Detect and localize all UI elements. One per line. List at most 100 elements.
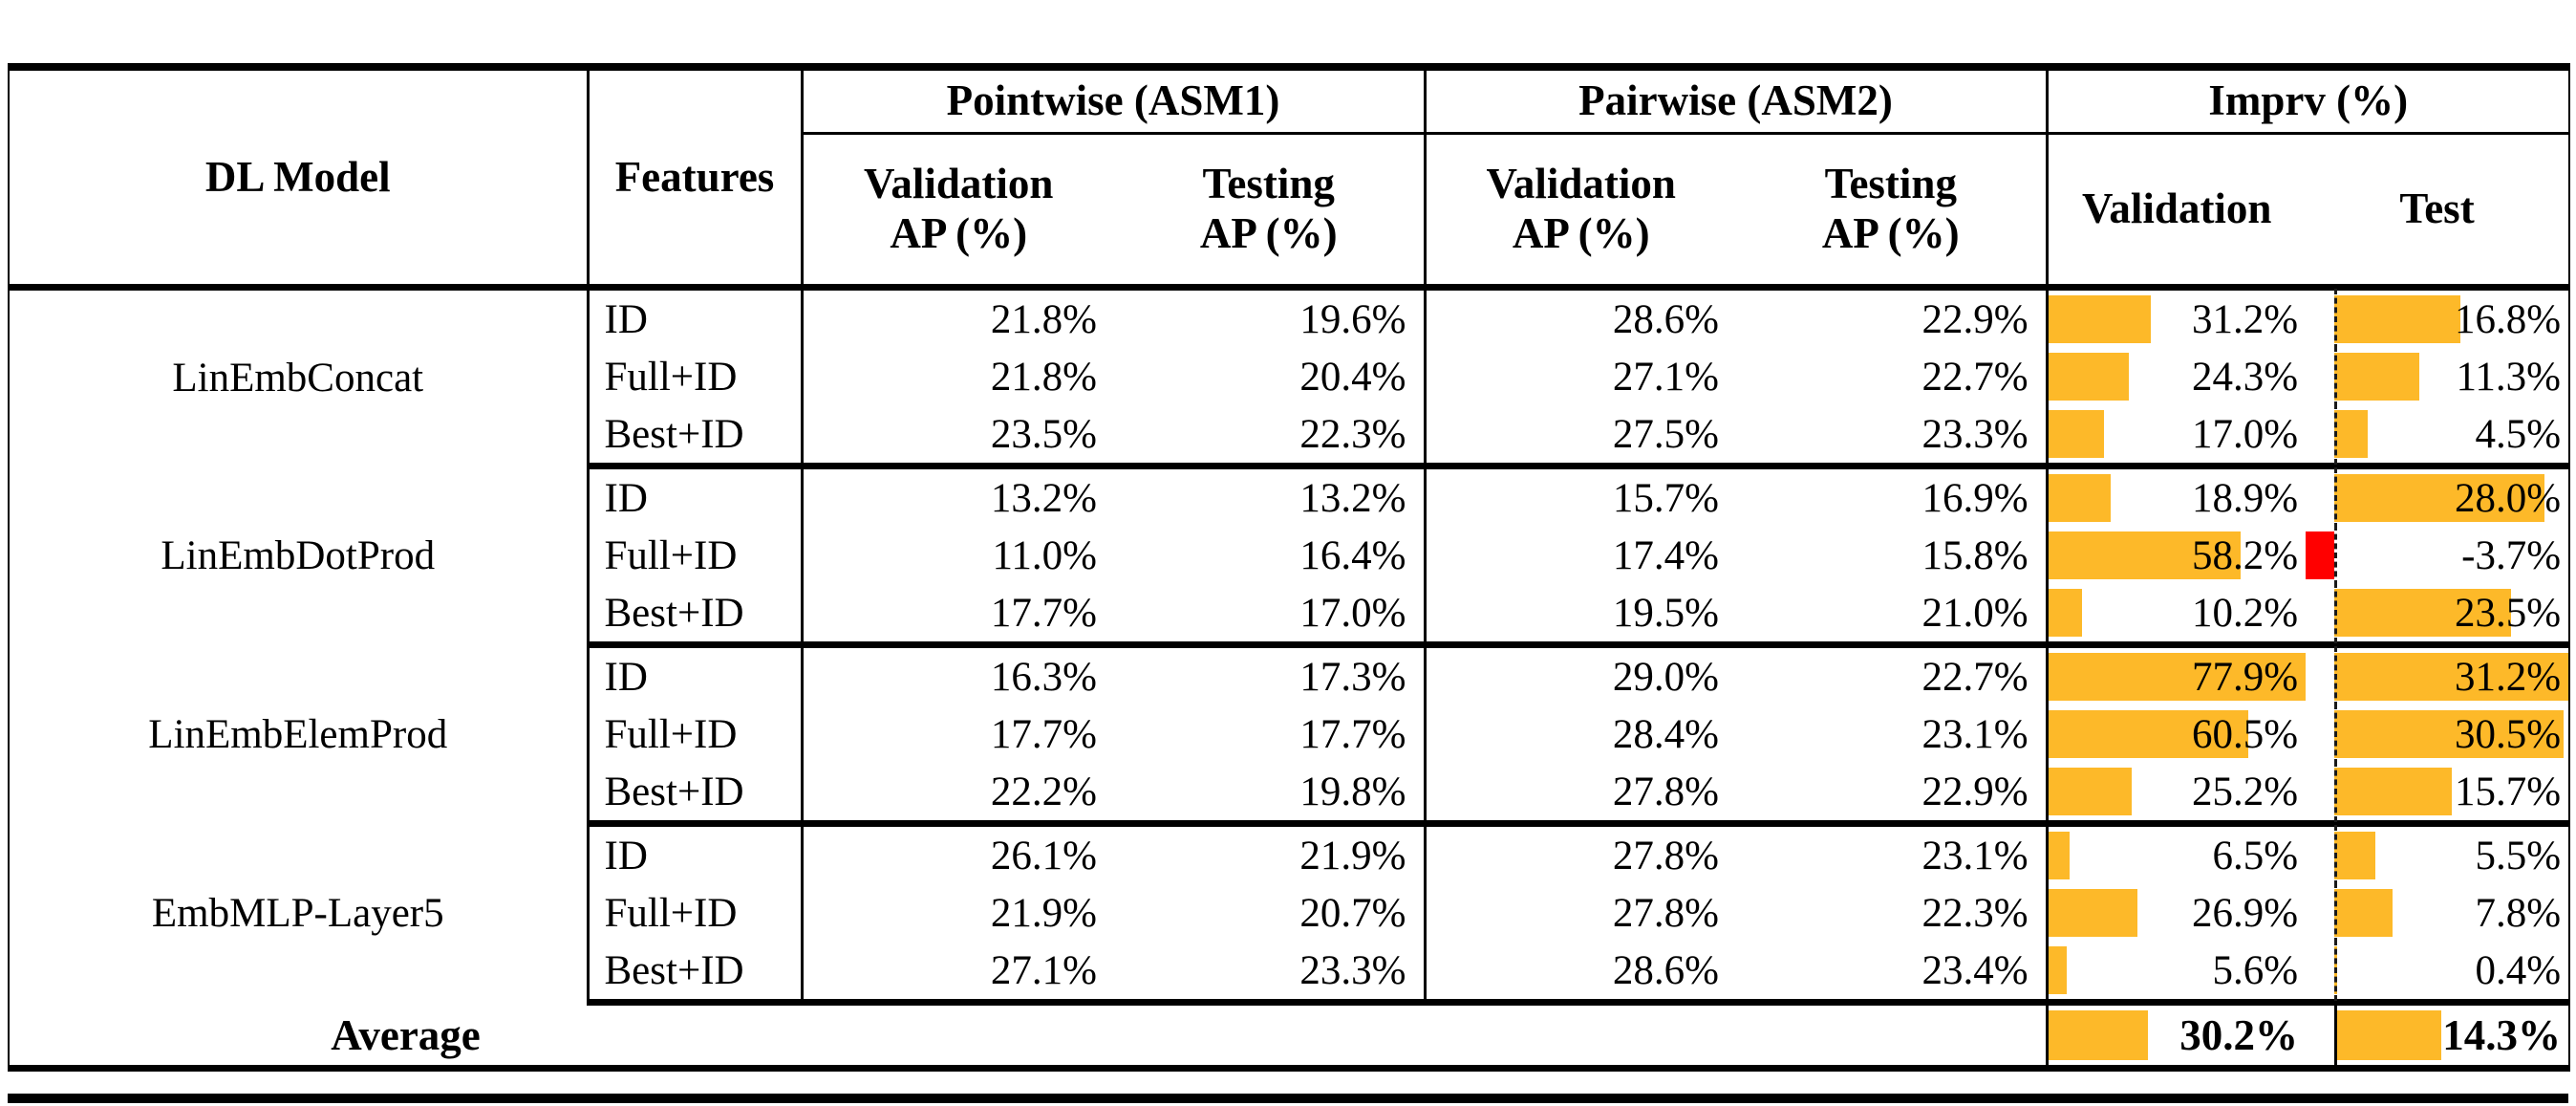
features-cell: ID <box>588 644 804 705</box>
pairwise-validation-cell: 29.0% <box>1612 654 1719 700</box>
average-imprv-test-cell: 14.3% <box>2306 1002 2570 1072</box>
table-row: Full+ID 11.0% 16.4% 17.4% 15.8% 58.2% -3… <box>9 525 2569 586</box>
pointwise-validation-cell: 17.7% <box>802 584 1114 648</box>
pointwise-validation-cell: 26.1% <box>990 833 1097 878</box>
features-cell: ID <box>588 466 804 527</box>
pointwise-testing-cell: 22.3% <box>1114 405 1427 469</box>
imprv-test-bar <box>2333 710 2564 758</box>
bottom-rule <box>8 1094 2568 1103</box>
imprv-test-bar <box>2333 410 2369 458</box>
col-header-dl-model: DL Model <box>9 67 590 288</box>
imprv-test-cell: 28.0% <box>2306 466 2569 529</box>
imprv-test-bar <box>2333 832 2376 879</box>
imprv-test-bar <box>2333 589 2511 637</box>
pairwise-testing-cell: 22.7% <box>1736 644 2049 705</box>
pointwise-validation-cell: 21.8% <box>990 296 1097 342</box>
table-row: Best+ID 23.5% 22.3% 27.5% 23.3% 17.0% 4.… <box>9 403 2570 469</box>
pairwise-validation-cell: 27.8% <box>1612 833 1719 878</box>
imprv-validation-cell: 25.2% <box>2047 763 2307 827</box>
pointwise-validation-cell: 17.7% <box>990 711 1097 757</box>
features-cell: ID <box>588 287 804 348</box>
table-row: Best+ID 17.7% 17.0% 19.5% 21.0% 10.2% 23… <box>9 582 2570 648</box>
table-row: Best+ID 22.2% 19.8% 27.8% 22.9% 25.2% 15… <box>9 761 2570 827</box>
pairwise-validation-cell: 27.8% <box>1425 763 1736 827</box>
pointwise-testing-cell: 23.3% <box>1114 942 1427 1006</box>
imprv-test-axis-line <box>2334 346 2338 407</box>
features-cell: Best+ID <box>588 405 804 469</box>
pointwise-validation-cell: 13.2% <box>990 475 1097 521</box>
pairwise-testing-cell: 22.7% <box>1736 348 2049 405</box>
imprv-test-axis-line <box>2334 289 2338 350</box>
group-header-imprv: Imprv (%) <box>2047 67 2570 135</box>
pointwise-validation-cell: 27.1% <box>802 942 1114 1006</box>
table-body: LinEmbConcat ID 21.8% 19.6% 28.6% 22.9% … <box>9 287 2570 1072</box>
imprv-test-bar <box>2333 353 2419 401</box>
col-header-pairwise-validation: Validation AP (%) <box>1486 160 1676 257</box>
pairwise-testing-cell: 23.1% <box>1736 705 2049 763</box>
imprv-test-cell: -3.7% <box>2306 525 2569 586</box>
imprv-test-axis-line <box>2334 467 2338 529</box>
table-row: Full+ID 21.8% 20.4% 27.1% 22.7% 24.3% 11… <box>9 346 2569 407</box>
pairwise-testing-cell: 22.9% <box>1736 763 2049 827</box>
col-header-pairwise-testing: Testing AP (%) <box>1736 133 2049 288</box>
pairwise-testing-cell: 21.0% <box>1736 584 2049 648</box>
imprv-test-axis-line <box>2334 582 2338 643</box>
imprv-validation-cell: 17.0% <box>2047 405 2307 469</box>
imprv-validation-bar <box>2048 653 2307 701</box>
imprv-test-cell: 31.2% <box>2306 645 2569 707</box>
imprv-test-bar <box>2306 531 2334 579</box>
pairwise-validation-cell: 15.7% <box>1612 475 1719 521</box>
pointwise-validation-cell: 23.5% <box>802 405 1114 469</box>
pairwise-testing-cell: 22.9% <box>1736 287 2049 348</box>
pairwise-validation-cell: 17.4% <box>1612 532 1719 578</box>
col-header-pointwise-validation: Validation AP (%) <box>864 160 1054 257</box>
imprv-test-axis-line <box>2334 825 2338 886</box>
pairwise-testing-cell: 23.1% <box>1736 823 2049 884</box>
average-label: Average <box>9 1002 802 1072</box>
imprv-validation-bar <box>2048 832 2070 879</box>
average-row: Average 30.2% 14.3% <box>9 1002 2570 1072</box>
features-cell: Full+ID <box>588 705 804 763</box>
pairwise-validation-cell: 28.6% <box>1425 942 1736 1006</box>
imprv-test-bar <box>2333 889 2394 937</box>
group-header-pairwise: Pairwise (ASM2) <box>1425 67 2049 135</box>
imprv-validation-bar <box>2048 946 2067 994</box>
model-name-cell: LinEmbDotProd <box>9 466 590 645</box>
imprv-validation-cell: 6.5% <box>2047 824 2306 885</box>
table-row: LinEmbElemProd ID 16.3% 17.3% 29.0% 22.7… <box>9 644 2569 824</box>
imprv-validation-bar <box>2048 295 2152 343</box>
imprv-validation-bar <box>2048 531 2241 579</box>
table-row: LinEmbConcat ID 21.8% 19.6% 28.6% 22.9% … <box>9 287 2569 466</box>
average-imprv-validation-cell: 30.2% <box>2047 1002 2307 1072</box>
imprv-test-axis-line <box>2334 704 2338 765</box>
col-header-features: Features <box>588 67 804 288</box>
imprv-test-cell: 16.8% <box>2306 288 2569 350</box>
imprv-validation-bar <box>2048 589 2082 637</box>
pointwise-testing-cell: 20.7% <box>1114 884 1427 942</box>
imprv-test-bar <box>2333 653 2568 701</box>
pointwise-validation-cell: 11.0% <box>992 532 1097 578</box>
imprv-test-cell: 15.7% <box>2306 761 2570 827</box>
table-row: LinEmbDotProd ID 13.2% 13.2% 15.7% 16.9%… <box>9 466 2569 645</box>
pairwise-validation-cell: 19.5% <box>1425 584 1736 648</box>
table-row: EmbMLP-Layer5 ID 26.1% 21.9% 27.8% 23.1%… <box>9 823 2569 1003</box>
imprv-test-axis-line <box>2334 403 2338 465</box>
table-row: Full+ID 21.9% 20.7% 27.8% 22.3% 26.9% 7.… <box>9 882 2569 943</box>
features-cell: Best+ID <box>588 584 804 648</box>
pointwise-validation-cell: 16.3% <box>990 654 1097 700</box>
imprv-validation-cell: 18.9% <box>2047 466 2306 528</box>
pairwise-testing-cell: 22.3% <box>1736 884 2049 942</box>
pairwise-validation-cell: 27.1% <box>1612 354 1719 400</box>
features-cell: Best+ID <box>588 763 804 827</box>
features-cell: ID <box>588 823 804 884</box>
pointwise-testing-cell: 19.8% <box>1114 763 1427 827</box>
imprv-test-cell: 0.4% <box>2306 940 2570 1006</box>
average-axis-line <box>2334 1004 2338 1067</box>
imprv-validation-bar <box>2048 710 2248 758</box>
imprv-validation-bar <box>2048 353 2129 401</box>
imprv-test-cell: 30.5% <box>2306 704 2569 765</box>
average-imprv-validation-bar <box>2048 1010 2148 1060</box>
pointwise-testing-cell: 19.6% <box>1114 287 1427 348</box>
imprv-validation-cell: 5.6% <box>2047 942 2307 1006</box>
imprv-test-axis-line <box>2334 761 2338 822</box>
